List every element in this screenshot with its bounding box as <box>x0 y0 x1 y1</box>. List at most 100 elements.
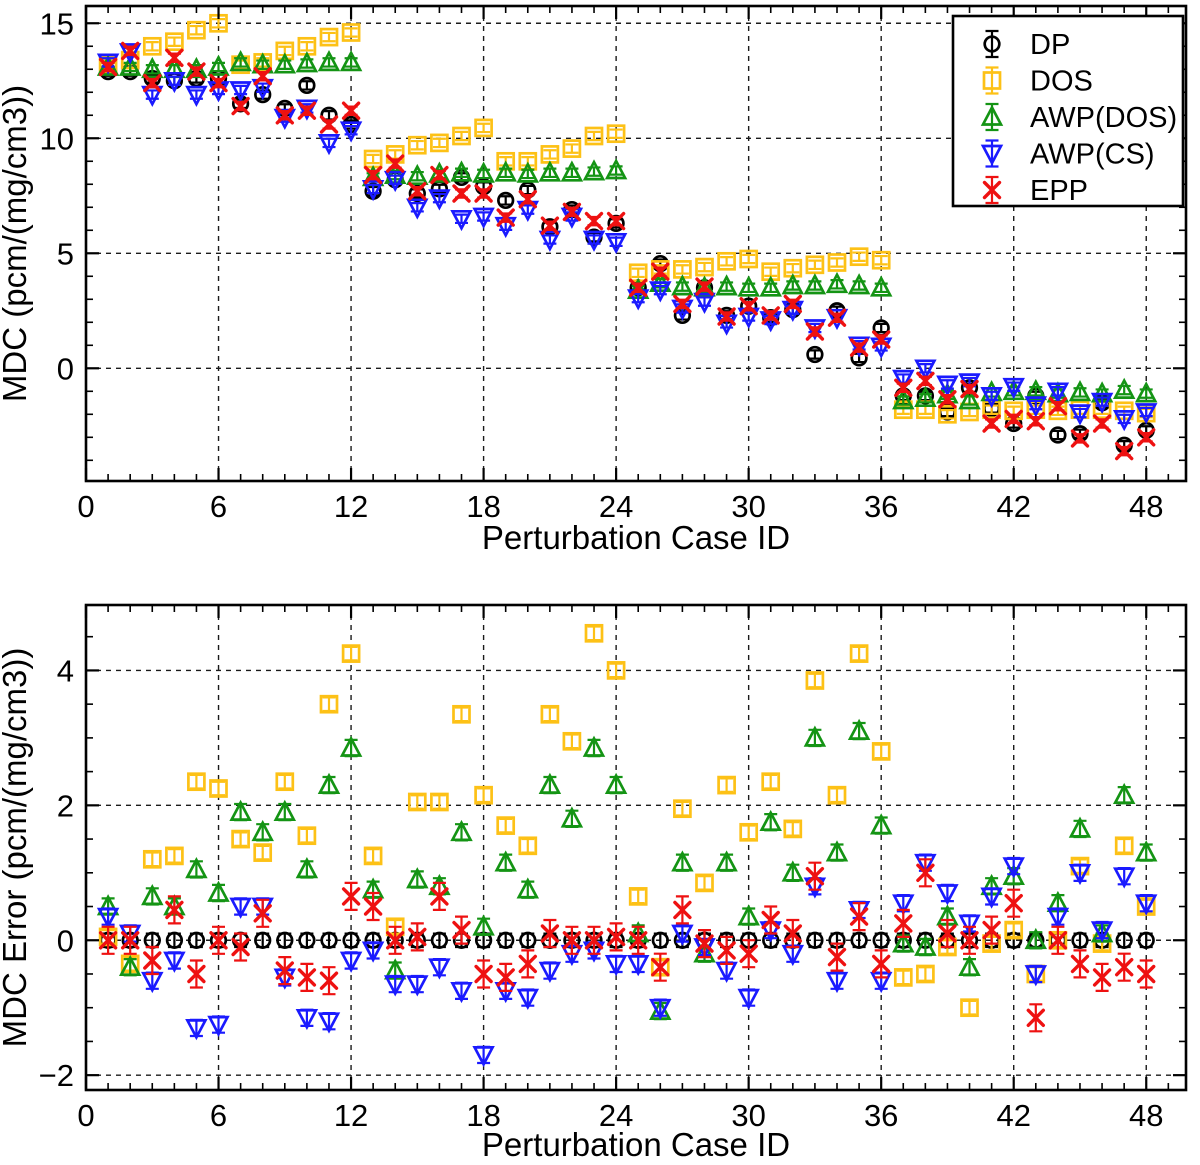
point-AWP(DOS)-23 <box>582 159 606 181</box>
point-EPP-30 <box>739 939 758 969</box>
point-AWP(DOS)-36 <box>869 813 893 835</box>
svg-text:42: 42 <box>996 489 1030 524</box>
point-DOS-6 <box>209 779 228 798</box>
point-EPP-14 <box>386 925 405 955</box>
point-AWP(DOS)-7 <box>229 50 252 72</box>
legend-label-DOS: DOS <box>1030 66 1093 98</box>
point-EPP-25 <box>629 278 648 297</box>
point-AWP(CS)-29 <box>715 961 738 983</box>
point-AWP(CS)-4 <box>163 951 186 973</box>
svg-text:24: 24 <box>599 1098 633 1133</box>
point-DP-8 <box>254 931 272 949</box>
point-AWP(DOS)-6 <box>207 54 230 76</box>
point-EPP-47 <box>1114 952 1134 982</box>
point-DOS-37 <box>893 968 913 987</box>
point-EPP-40 <box>960 925 979 955</box>
svg-text:10: 10 <box>40 121 74 156</box>
point-AWP(DOS)-17 <box>450 160 473 182</box>
point-EPP-22 <box>562 202 582 222</box>
point-DOS-40 <box>960 998 979 1018</box>
svg-text:6: 6 <box>210 489 227 524</box>
point-DOS-27 <box>673 799 692 819</box>
legend: DP DOS AWP(DOS) AWP(CS) EPP <box>951 14 1185 208</box>
point-EPP-40 <box>960 379 979 399</box>
point-AWP(DOS)-31 <box>759 275 782 297</box>
point-EPP-45 <box>1070 429 1090 448</box>
point-AWP(DOS)-37 <box>892 388 915 410</box>
svg-text:48: 48 <box>1129 1098 1163 1133</box>
point-EPP-32 <box>783 918 802 949</box>
point-AWP(DOS)-20 <box>516 161 540 183</box>
top-plot-border <box>84 4 1188 483</box>
top-series-EPP <box>98 41 1156 461</box>
point-EPP-6 <box>209 925 228 955</box>
point-DOS-16 <box>430 133 449 153</box>
point-AWP(CS)-14 <box>383 170 407 193</box>
point-DOS-40 <box>960 402 979 422</box>
svg-text:−2: −2 <box>39 1058 74 1093</box>
point-DOS-34 <box>827 785 847 805</box>
point-AWP(DOS)-9 <box>273 52 297 74</box>
point-EPP-17 <box>452 184 471 203</box>
point-AWP(DOS)-17 <box>450 819 473 842</box>
point-DOS-24 <box>606 124 626 144</box>
point-AWP(DOS)-30 <box>737 904 760 926</box>
point-AWP(DOS)-27 <box>671 274 694 296</box>
point-AWP(DOS)-10 <box>295 51 319 73</box>
point-DOS-4 <box>165 32 184 52</box>
point-EPP-34 <box>827 942 847 972</box>
point-AWP(DOS)-19 <box>494 850 517 872</box>
point-EPP-12 <box>341 101 361 120</box>
point-DP-26 <box>651 931 669 949</box>
point-DOS-20 <box>518 836 538 856</box>
point-AWP(DOS)-12 <box>339 50 363 72</box>
point-EPP-8 <box>253 66 272 86</box>
point-EPP-35 <box>849 338 869 357</box>
point-AWP(CS)-30 <box>737 988 760 1010</box>
point-AWP(CS)-32 <box>781 944 805 967</box>
point-DOS-30 <box>739 249 759 269</box>
point-AWP(CS)-5 <box>185 85 208 107</box>
point-AWP(CS)-16 <box>428 189 451 211</box>
point-AWP(DOS)-40 <box>958 954 981 977</box>
point-AWP(DOS)-21 <box>538 160 562 182</box>
point-EPP-2 <box>120 41 140 61</box>
legend-marker-AWP(DOS) <box>980 102 1004 132</box>
point-EPP-47 <box>1114 441 1134 461</box>
point-EPP-33 <box>805 861 825 891</box>
point-DOS-12 <box>341 23 361 42</box>
point-DOS-39 <box>938 404 957 424</box>
point-AWP(DOS)-3 <box>141 884 164 906</box>
point-DOS-23 <box>584 623 604 643</box>
point-DOS-33 <box>805 671 825 690</box>
point-DOS-17 <box>452 704 471 724</box>
point-EPP-17 <box>452 915 471 945</box>
point-AWP(CS)-17 <box>450 981 473 1004</box>
mdc-chart: 0 6 12 18 24 30 36 42 48 0 5 10 15 Perturbation Case … <box>0 4 1188 556</box>
point-EPP-5 <box>187 62 206 81</box>
point-AWP(DOS)-32 <box>781 860 805 882</box>
top-ticks <box>84 6 1186 481</box>
point-EPP-29 <box>717 307 736 326</box>
svg-text:18: 18 <box>466 489 500 524</box>
point-EPP-16 <box>430 881 449 911</box>
point-AWP(CS)-10 <box>295 1008 319 1031</box>
point-AWP(DOS)-45 <box>1068 816 1092 839</box>
point-AWP(CS)-26 <box>649 281 672 303</box>
point-EPP-23 <box>584 211 604 231</box>
point-EPP-16 <box>430 165 449 185</box>
point-EPP-42 <box>1004 409 1023 429</box>
point-AWP(DOS)-43 <box>1024 927 1048 950</box>
point-EPP-48 <box>1136 959 1156 989</box>
point-DOS-33 <box>805 255 825 275</box>
svg-text:12: 12 <box>334 489 368 524</box>
top-xaxis-label: Perturbation Case ID <box>482 519 790 556</box>
point-DP-10 <box>298 76 316 95</box>
point-AWP(DOS)-15 <box>406 163 429 186</box>
legend-label-AWP(DOS): AWP(DOS) <box>1030 102 1177 134</box>
point-AWP(DOS)-48 <box>1134 840 1158 862</box>
point-EPP-34 <box>827 308 847 327</box>
point-EPP-41 <box>982 915 1001 945</box>
point-EPP-21 <box>540 918 560 949</box>
